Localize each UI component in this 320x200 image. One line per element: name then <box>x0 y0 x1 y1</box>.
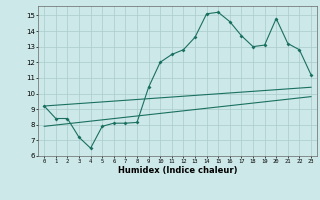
X-axis label: Humidex (Indice chaleur): Humidex (Indice chaleur) <box>118 166 237 175</box>
